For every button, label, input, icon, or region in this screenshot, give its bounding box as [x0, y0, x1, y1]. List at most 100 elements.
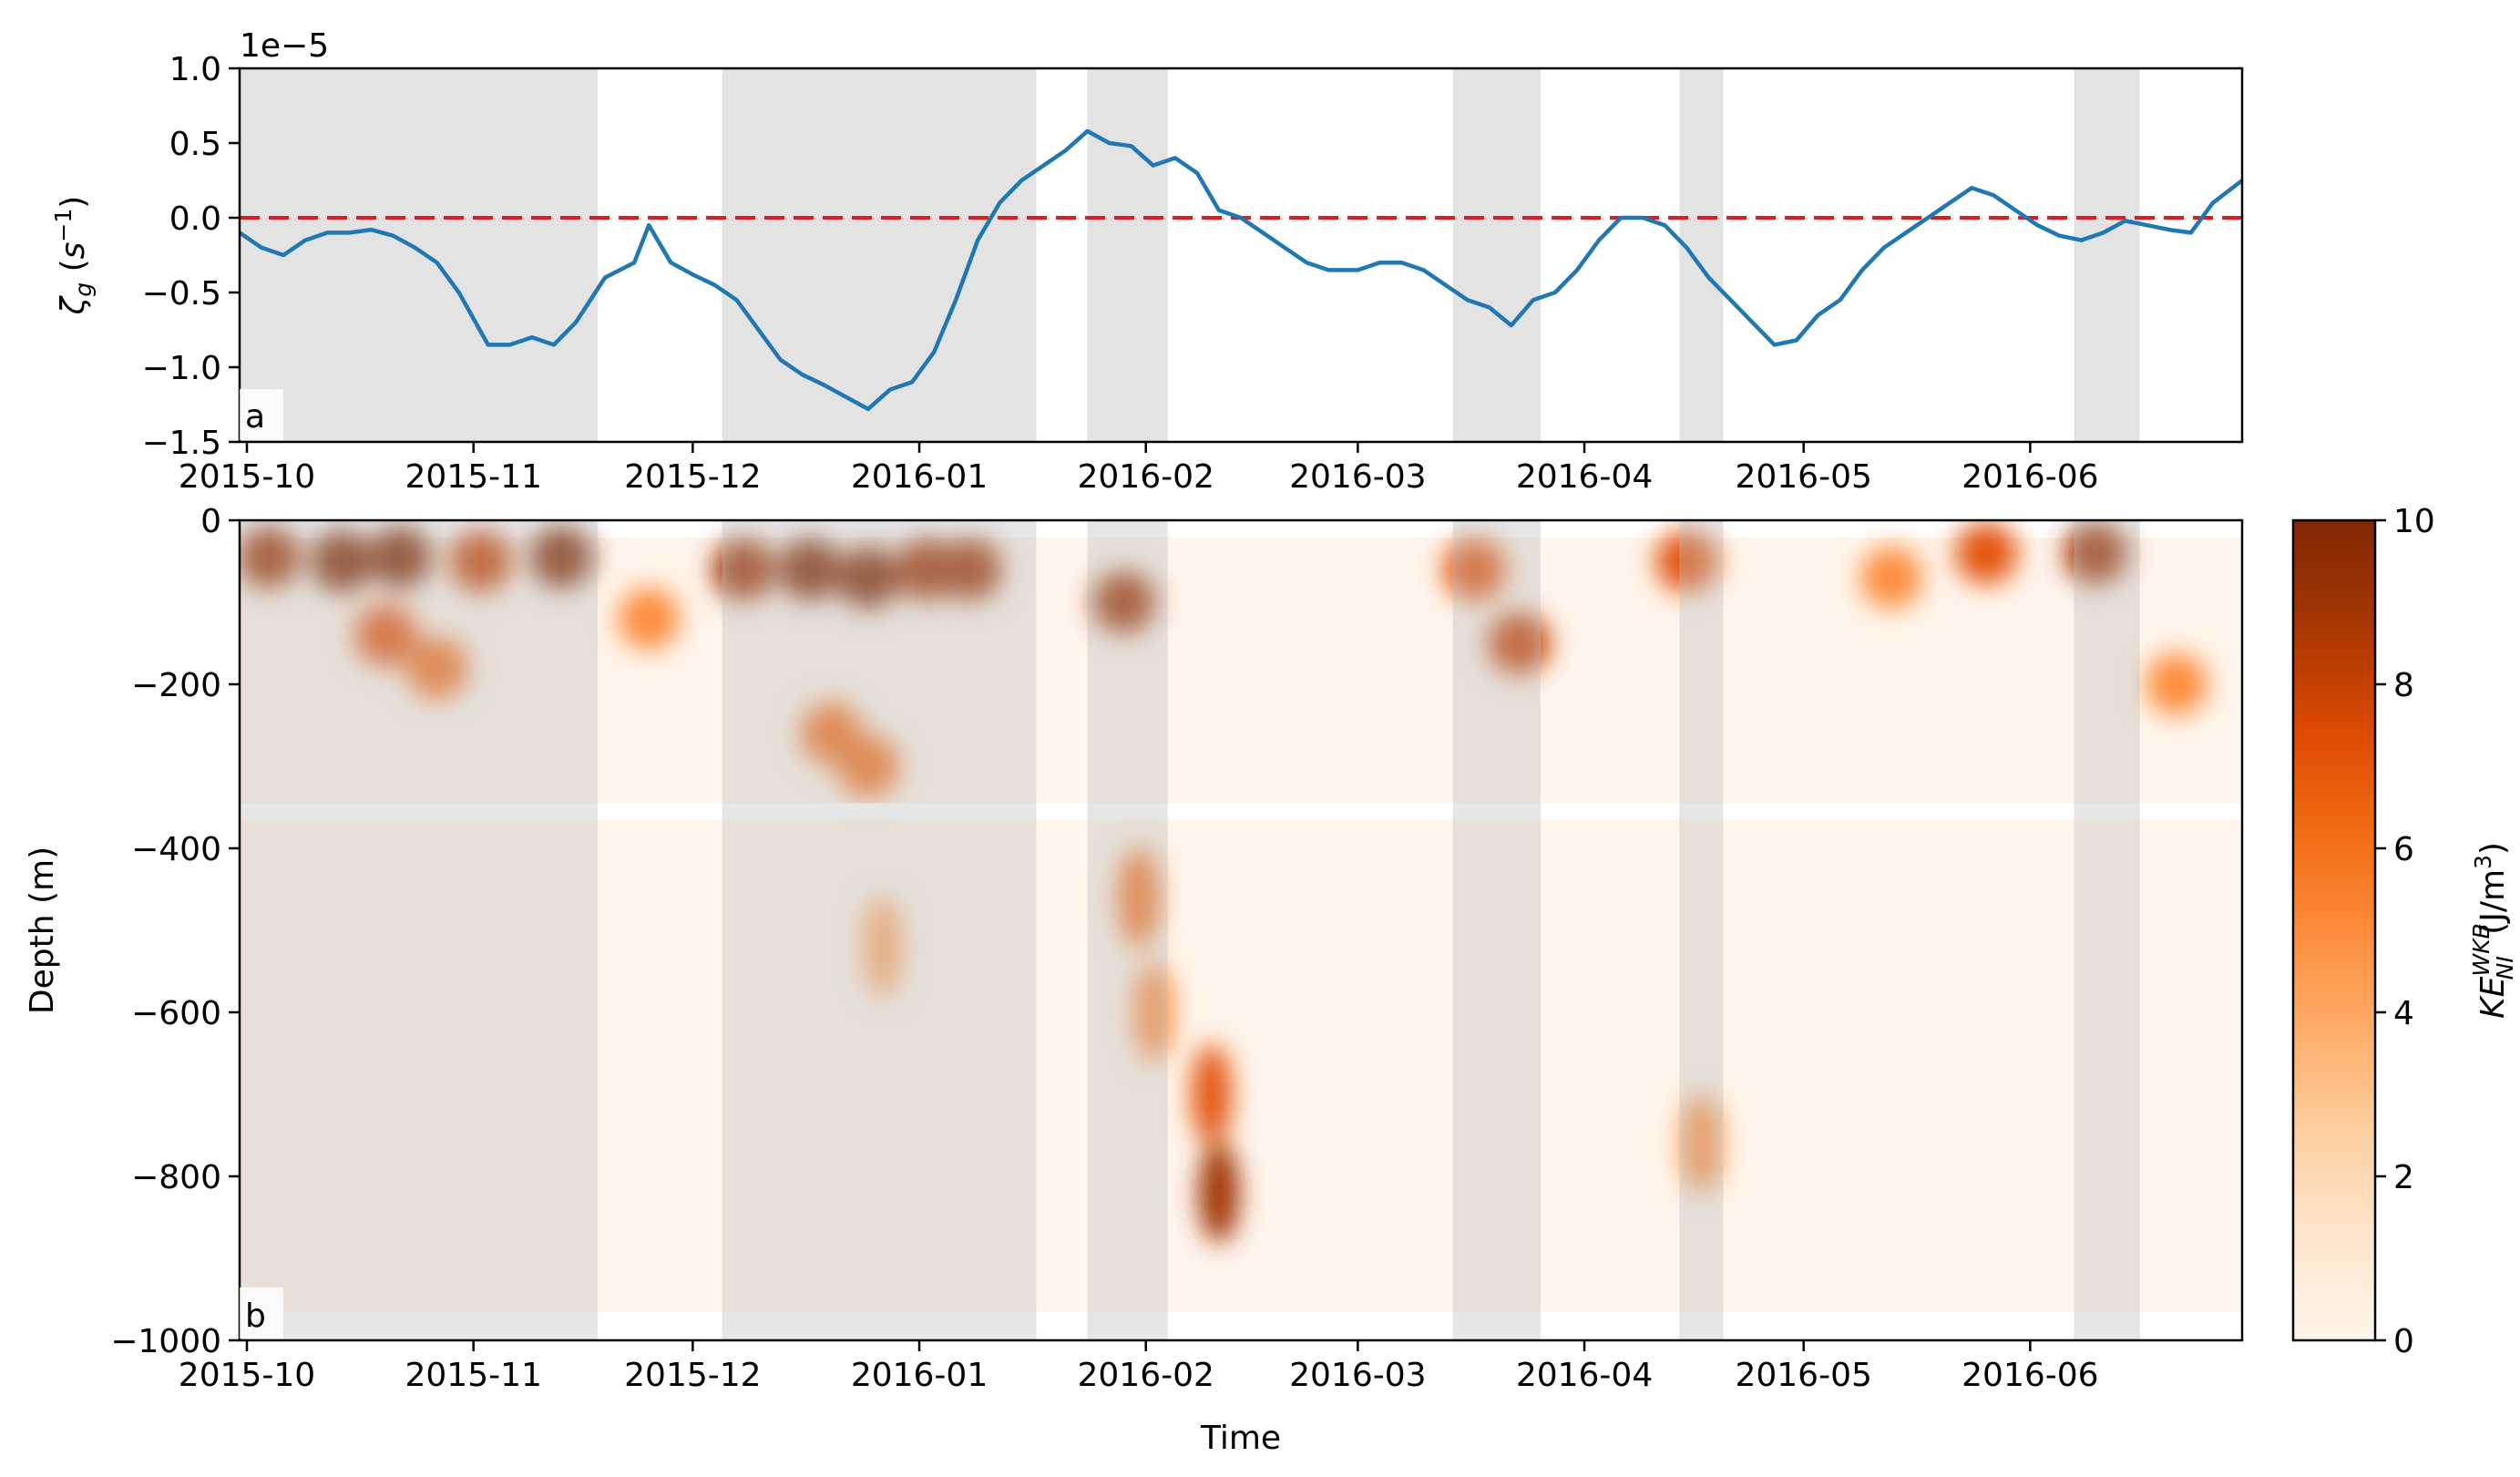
- x-tick-label: 2015-12: [624, 458, 761, 496]
- shaded-period-b: [2074, 520, 2140, 1340]
- colorbar-label: KEWKBNI (J/m3): [2468, 842, 2518, 1019]
- panel-b: 0−200−400−600−800−1000 2015-10 2015-11 201…: [24, 503, 2244, 1457]
- shaded-period-a: [1679, 68, 1724, 442]
- shaded-period-a: [722, 68, 1037, 442]
- panel-b-frame: [238, 518, 2244, 1342]
- heat-blob: [896, 538, 958, 600]
- heat-blob: [405, 637, 468, 699]
- x-tick-label: 2016-02: [1078, 1357, 1214, 1394]
- shaded-period-b: [722, 520, 1037, 1340]
- colorbar-tick-label: 10: [2393, 503, 2435, 540]
- heat-blob: [1681, 1093, 1722, 1194]
- shaded-periods-b: [240, 520, 2140, 1340]
- y-tick-label: 0.0: [169, 200, 221, 238]
- shaded-period-b: [1452, 520, 1541, 1340]
- heatmap-background: [240, 538, 2242, 1339]
- heat-blob: [1859, 547, 1922, 609]
- heat-blob: [449, 530, 512, 592]
- panel-a-label: a: [245, 398, 265, 436]
- colorbar-tick-label: 6: [2393, 831, 2414, 868]
- heat-blob: [354, 604, 417, 666]
- heat-blob: [1092, 571, 1155, 633]
- x-tick-label: 2016-01: [851, 1357, 988, 1394]
- y-tick-label: 1.0: [169, 51, 221, 88]
- shaded-period-b: [1087, 520, 1168, 1340]
- shaded-periods-a: [240, 68, 2140, 442]
- heatmap-data-gaps: [241, 803, 2241, 1340]
- heat-blob: [836, 547, 899, 609]
- colorbar-ticks: 0 2 4 6 8 10: [2375, 503, 2435, 1360]
- shaded-period-a: [1087, 68, 1168, 442]
- y-tick-label: −1000: [110, 1323, 221, 1360]
- heat-blob: [1655, 530, 1718, 592]
- heat-blob: [1118, 847, 1159, 948]
- heat-blob: [712, 538, 775, 600]
- shaded-period-a: [240, 68, 599, 442]
- panel-a-x-ticks: 2015-10 2015-11 2015-12 2016-01 2016-02 2016-…: [179, 442, 2099, 496]
- x-tick-label: 2016-03: [1289, 458, 1426, 496]
- colorbar-gradient: [2291, 518, 2377, 1342]
- y-tick-label: 0: [200, 503, 221, 540]
- y-tick-label: −0.5: [142, 275, 221, 313]
- heat-blob: [939, 538, 1002, 600]
- data-gap: [241, 1311, 2241, 1340]
- panel-a-y-ticks: 1.0 0.5 0.0 −0.5 −1.0 −1.5: [142, 51, 240, 462]
- panel-b-xlabel: Time: [1200, 1420, 1281, 1457]
- heat-blob: [836, 735, 899, 797]
- x-tick-label: 2016-01: [851, 458, 988, 496]
- heat-blob: [311, 530, 374, 592]
- panel-b-y-ticks: 0 −200 −400 −600 −800 −1000: [110, 503, 240, 1360]
- data-gap: [241, 803, 2241, 820]
- heat-blob: [1198, 1143, 1239, 1243]
- y-tick-label: 0.5: [169, 126, 221, 163]
- panel-b-label-box: [240, 1287, 283, 1339]
- panel-a-ylabel: ζg (s−1): [50, 196, 97, 316]
- x-tick-label: 2016-06: [1962, 458, 2098, 496]
- shaded-period-a: [1452, 68, 1541, 442]
- heat-blob: [240, 526, 301, 589]
- y-tick-label: −1.5: [142, 425, 221, 462]
- offset-text: 1e−5: [240, 27, 329, 65]
- heat-blob: [778, 538, 841, 600]
- colorbar-tick-label: 0: [2393, 1323, 2414, 1360]
- heat-blob: [2145, 653, 2208, 715]
- panel-b-x-ticks: 2015-10 2015-11 2015-12 2016-01 2016-02 2016-…: [179, 1340, 2099, 1394]
- x-tick-label: 2016-02: [1078, 458, 1214, 496]
- y-tick-label: −1.0: [142, 350, 221, 387]
- x-tick-label: 2015-11: [405, 1357, 541, 1394]
- colorbar: 0 2 4 6 8 10 KEWKBNI (J/m3): [2291, 503, 2518, 1360]
- colorbar-tick-label: 4: [2393, 995, 2414, 1032]
- y-tick-label: −600: [131, 995, 221, 1032]
- shaded-period-b: [240, 520, 599, 1340]
- x-tick-label: 2015-10: [179, 1357, 315, 1394]
- x-tick-label: 2016-06: [1962, 1357, 2098, 1394]
- x-tick-label: 2016-04: [1516, 1357, 1653, 1394]
- heat-blob: [1191, 1044, 1232, 1144]
- x-tick-label: 2016-05: [1735, 1357, 1871, 1394]
- x-tick-label: 2016-03: [1289, 1357, 1426, 1394]
- y-tick-label: −800: [131, 1159, 221, 1196]
- heat-blob: [1487, 612, 1550, 674]
- colorbar-tick-label: 2: [2393, 1159, 2414, 1196]
- heat-blob: [862, 897, 903, 997]
- x-tick-label: 2015-11: [405, 458, 541, 496]
- heat-blob: [2064, 522, 2127, 584]
- heat-blob: [618, 588, 681, 650]
- heat-blob: [529, 526, 592, 589]
- vorticity-series-line: [240, 128, 2242, 412]
- y-tick-label: −400: [131, 831, 221, 868]
- heat-blob: [1955, 522, 2018, 584]
- heat-blob: [1443, 538, 1506, 600]
- panel-a-label-box: [240, 389, 283, 440]
- shaded-period-b: [1679, 520, 1724, 1340]
- panel-b-ylabel: Depth (m): [24, 846, 61, 1014]
- panel-a-frame: [238, 67, 2244, 444]
- heatmap-cells: [240, 522, 2208, 1243]
- x-tick-label: 2015-10: [179, 458, 315, 496]
- x-tick-label: 2015-12: [624, 1357, 761, 1394]
- panel-b-label: b: [245, 1298, 266, 1335]
- x-tick-label: 2016-05: [1735, 458, 1871, 496]
- colorbar-tick-label: 8: [2393, 667, 2414, 704]
- heat-blob: [369, 526, 432, 589]
